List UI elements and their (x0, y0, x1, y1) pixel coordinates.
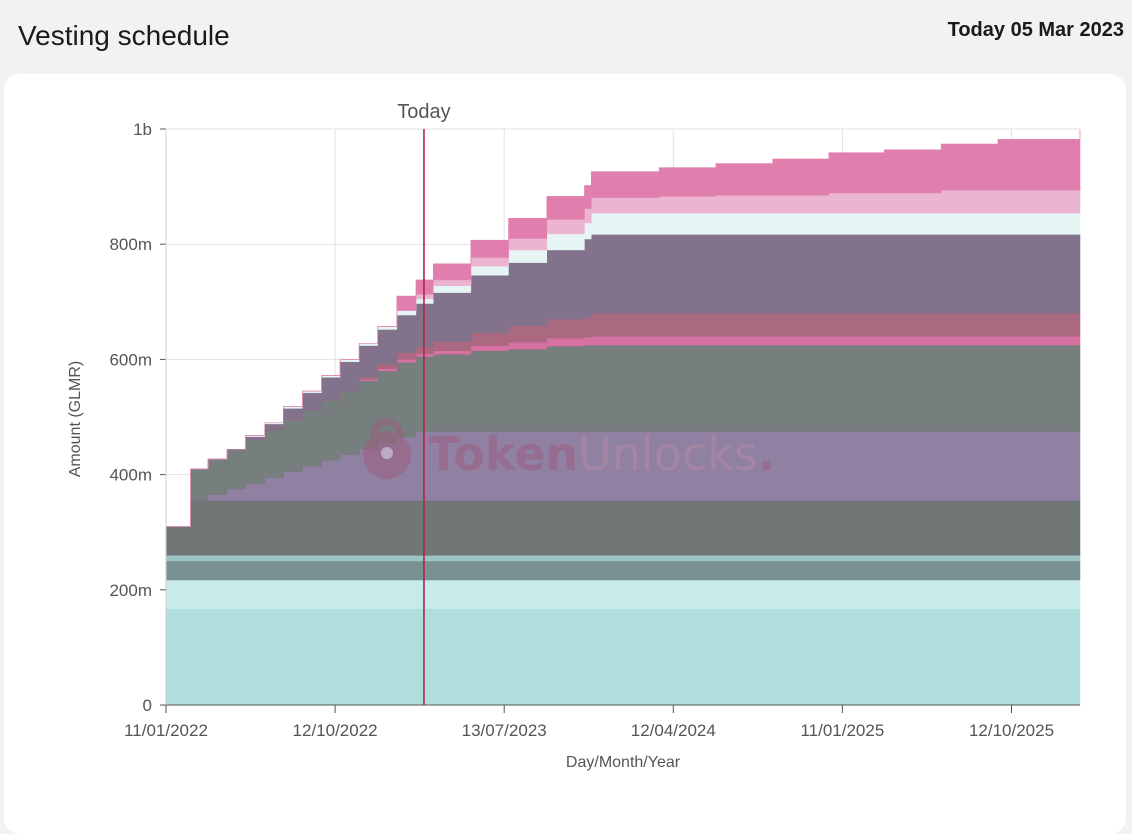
today-line-label: Today (397, 101, 450, 123)
svg-text:TokenUnlocks.: TokenUnlocks. (428, 427, 775, 481)
y-tick-label: 800m (109, 235, 152, 254)
x-tick-label: 12/04/2024 (631, 721, 716, 740)
watermark-dot: . (758, 427, 775, 481)
axes: 0 200m 400m 600m 800m 1b 11/01/2022 12/10/2022 1… (67, 120, 1080, 771)
watermark: TokenUnlocks. (363, 418, 775, 481)
x-tick-label: 11/01/2025 (800, 721, 884, 740)
area-series-2[interactable] (165, 560, 1081, 581)
area-series-4[interactable] (165, 500, 1081, 556)
x-tick-label: 12/10/2025 (969, 721, 1054, 740)
y-tick-label: 1b (133, 120, 152, 139)
watermark-lock-icon (363, 418, 411, 479)
x-tick-label: 11/01/2022 (124, 721, 208, 740)
y-tick-label: 600m (109, 350, 152, 369)
y-tick-label: 200m (109, 581, 152, 600)
area-series-1[interactable] (165, 579, 1081, 610)
area-series-0[interactable] (165, 608, 1081, 706)
today-marker: Today (397, 101, 451, 705)
page-title: Vesting schedule (18, 20, 230, 51)
area-series-3[interactable] (165, 554, 1081, 562)
area-series-12[interactable] (166, 129, 1081, 527)
area-series-group[interactable] (165, 129, 1081, 706)
x-axis-title: Day/Month/Year (566, 754, 681, 771)
x-tick-label: 12/10/2022 (293, 721, 378, 740)
x-tick-label: 13/07/2023 (462, 721, 547, 740)
y-axis-title: Amount (GLMR) (67, 361, 84, 477)
y-tick-label: 400m (109, 466, 152, 485)
watermark-text-primary: Token (428, 427, 578, 481)
y-tick-label: 0 (143, 696, 152, 715)
watermark-text-secondary: Unlocks (578, 427, 758, 481)
today-date-label: Today 05 Mar 2023 (947, 19, 1124, 41)
